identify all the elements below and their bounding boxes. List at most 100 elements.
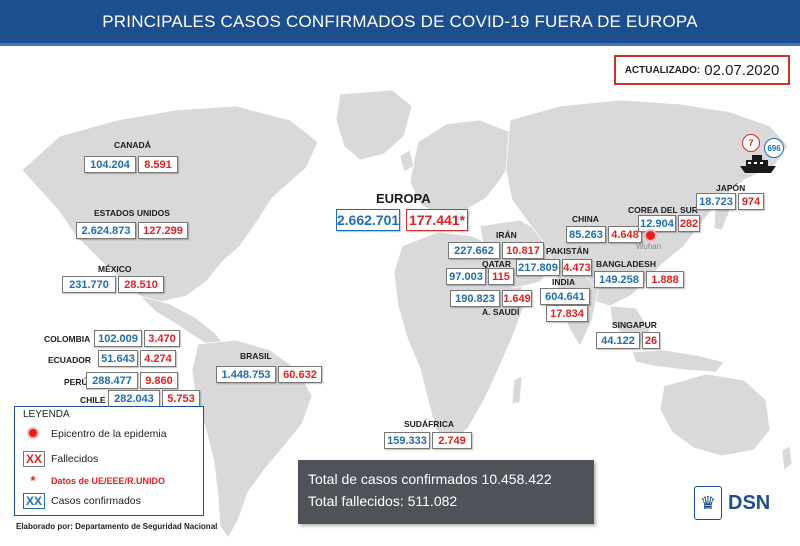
totals-panel: Total de casos confirmados 10.458.422 To…: [298, 460, 594, 524]
canada-deaths: 8.591: [138, 156, 178, 173]
colombia-confirmed: 102.009: [94, 330, 142, 347]
label-usa: ESTADOS UNIDOS: [94, 208, 170, 218]
indonesia-shape: [631, 349, 725, 373]
brasil-deaths: 60.632: [278, 366, 322, 383]
southeast-asia-shape: [609, 305, 651, 347]
japon-deaths: 974: [738, 193, 764, 210]
label-peru: PERÚ: [64, 377, 88, 387]
epicenter-icon: [29, 429, 37, 437]
mexico-deaths: 28.510: [118, 276, 164, 293]
japon-confirmed: 18.723: [696, 193, 736, 210]
ship-deaths: 7: [742, 134, 760, 152]
europe-shape: [409, 119, 515, 217]
india-deaths: 17.834: [546, 305, 588, 322]
colombia-deaths: 3.470: [144, 330, 180, 347]
label-chile: CHILE: [80, 395, 106, 405]
europa-confirmed: 2.662.701: [336, 209, 400, 231]
legend-row-eu: * Datos de UE/EEE/R.UNIDO: [23, 473, 165, 488]
arabia-confirmed: 190.823: [450, 290, 500, 307]
legend-row-confirmed: XX Casos confirmados: [23, 493, 141, 509]
label-corea: COREA DEL SUR: [628, 205, 698, 215]
canada-confirmed: 104.204: [84, 156, 136, 173]
ecuador-confirmed: 51.643: [98, 350, 138, 367]
pakistan-confirmed: 217.809: [516, 259, 560, 276]
label-singapur: SINGAPUR: [612, 320, 657, 330]
singapur-confirmed: 44.122: [596, 332, 640, 349]
deaths-sample-icon: XX: [23, 451, 46, 467]
corea-confirmed: 12.904: [638, 215, 676, 232]
legend-row-deaths: XX Fallecidos: [23, 451, 98, 467]
usa-deaths: 127.299: [138, 222, 188, 239]
qatar-deaths: 115: [488, 268, 514, 285]
label-brasil: BRASIL: [240, 351, 272, 361]
greenland-shape: [335, 89, 413, 161]
peru-deaths: 9.860: [140, 372, 178, 389]
page-title: PRINCIPALES CASOS CONFIRMADOS DE COVID-1…: [102, 12, 698, 31]
bangladesh-confirmed: 149.258: [594, 271, 644, 288]
total-confirmed-label: Total de casos confirmados: [308, 471, 478, 487]
dsn-logo-text: DSN: [728, 491, 771, 514]
dsn-logo: ♛ DSN: [694, 486, 770, 520]
legend-title: LEYENDA: [23, 409, 70, 420]
legend-eu-label: Datos de UE/EEE/R.UNIDO: [51, 475, 166, 486]
mexico-confirmed: 231.770: [62, 276, 116, 293]
legend: LEYENDA Epicentro de la epidemia XX Fall…: [14, 406, 204, 516]
china-deaths: 4.648: [608, 226, 642, 243]
total-confirmed-value: 10.458.422: [481, 471, 552, 487]
legend-epicenter-label: Epicentro de la epidemia: [51, 428, 167, 440]
header-bar: PRINCIPALES CASOS CONFIRMADOS DE COVID-1…: [0, 0, 800, 46]
confirmed-sample-icon: XX: [23, 493, 46, 509]
label-canada: CANADÁ: [114, 140, 151, 150]
updated-label: ACTUALIZADO:: [624, 64, 701, 76]
legend-deaths-label: Fallecidos: [51, 453, 99, 465]
chile-deaths: 5.753: [162, 390, 200, 407]
europa-deaths: 177.441*: [406, 209, 468, 231]
north-america-shape: [21, 105, 319, 303]
brasil-confirmed: 1.448.753: [216, 366, 276, 383]
label-bangladesh: BANGLADESH: [596, 259, 656, 269]
label-iran: IRÁN: [496, 230, 517, 240]
label-japon: JAPÓN: [716, 183, 746, 193]
corea-deaths: 282: [678, 215, 700, 232]
sudafrica-confirmed: 159.333: [384, 432, 430, 449]
wuhan-label: Wuhan: [636, 242, 662, 251]
pakistan-deaths: 4.473: [562, 259, 592, 276]
label-colombia: COLOMBIA: [44, 334, 91, 344]
qatar-confirmed: 97.003: [446, 268, 486, 285]
credit-text: Elaborado por: Departamento de Seguridad…: [16, 522, 218, 531]
spain-crest-icon: ♛: [694, 486, 722, 520]
label-arabia: A. SAUDÍ: [482, 307, 520, 317]
cruise-ship-icon: [740, 155, 776, 173]
china-confirmed: 85.263: [566, 226, 606, 243]
singapur-deaths: 26: [642, 332, 660, 349]
label-sudafrica: SUDÁFRICA: [404, 419, 455, 429]
india-confirmed: 604.641: [540, 288, 590, 305]
label-india: INDIA: [552, 277, 576, 287]
ship-confirmed: 696: [764, 138, 784, 158]
label-china: CHINA: [572, 214, 599, 224]
asia-shape: [505, 99, 789, 307]
total-deaths-label: Total fallecidos:: [308, 493, 404, 509]
iran-deaths: 10.817: [502, 242, 544, 259]
total-deaths-value: 511.082: [407, 493, 458, 509]
arabia-deaths: 1.649: [502, 290, 532, 307]
legend-row-epicenter: Epicentro de la epidemia: [23, 428, 167, 440]
bangladesh-deaths: 1.888: [646, 271, 684, 288]
usa-confirmed: 2.624.873: [76, 222, 136, 239]
uk-shape: [399, 149, 415, 173]
label-europa: EUROPA: [376, 191, 431, 206]
label-pakistan: PAKISTÁN: [546, 246, 589, 256]
madagascar-shape: [511, 375, 523, 405]
legend-confirmed-label: Casos confirmados: [51, 495, 141, 507]
iran-confirmed: 227.662: [448, 242, 500, 259]
sudafrica-deaths: 2.749: [432, 432, 472, 449]
label-mexico: MÉXICO: [98, 264, 132, 274]
ecuador-deaths: 4.274: [140, 350, 176, 367]
label-ecuador: ECUADOR: [48, 355, 91, 365]
new-zealand-shape: [781, 445, 793, 471]
updated-badge: ACTUALIZADO: 02.07.2020: [614, 55, 790, 85]
chile-confirmed: 282.043: [108, 390, 160, 407]
epicenter-dot: [646, 231, 655, 240]
peru-confirmed: 288.477: [86, 372, 138, 389]
updated-date: 02.07.2020: [704, 61, 780, 79]
